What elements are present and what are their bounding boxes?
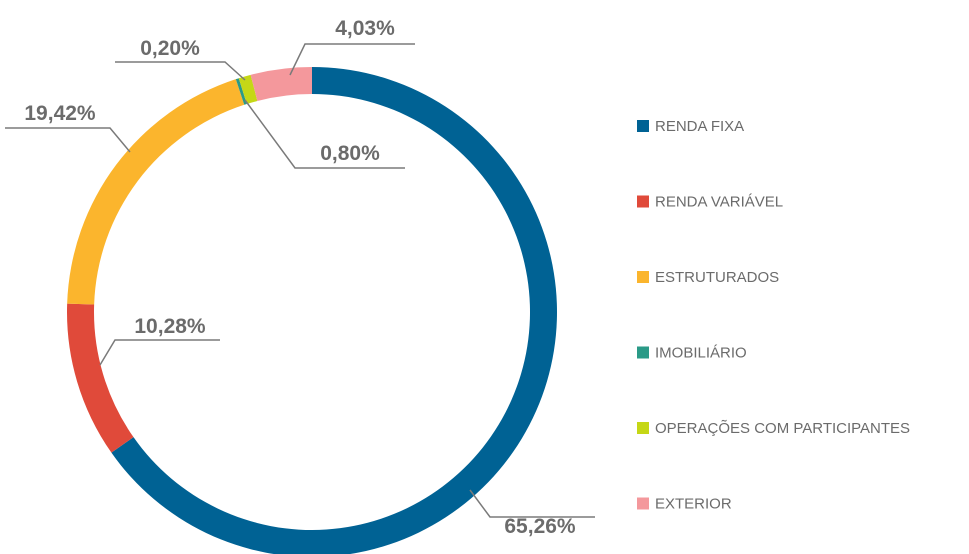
leader-line <box>5 127 131 153</box>
leader-line <box>244 99 405 169</box>
leader-line <box>469 489 595 518</box>
donut-segment <box>67 303 134 453</box>
donut-segment <box>111 67 557 554</box>
legend-swatch <box>637 497 649 510</box>
data-label: 10,28% <box>134 315 206 338</box>
leader-line <box>99 339 220 366</box>
legend-label: RENDA FIXA <box>655 118 744 135</box>
data-label: 0,80% <box>320 142 380 165</box>
legend-swatch <box>637 346 649 359</box>
donut-segment <box>238 74 258 104</box>
legend-swatch <box>637 120 649 132</box>
legend-swatch <box>637 195 649 208</box>
legend-label: RENDA VARIÁVEL <box>655 193 783 210</box>
donut-segment <box>67 79 245 305</box>
data-label: 4,03% <box>335 17 395 40</box>
legend-label: OPERAÇÕES COM PARTICIPANTES <box>655 420 910 437</box>
legend-label: ESTRUTURADOS <box>655 269 779 286</box>
donut-segment <box>235 78 247 105</box>
leader-line <box>289 43 415 76</box>
data-label: 19,42% <box>24 102 96 125</box>
legend-label: EXTERIOR <box>655 495 732 512</box>
data-label: 0,20% <box>140 37 200 60</box>
leader-line <box>115 61 246 81</box>
donut-segment <box>250 67 312 101</box>
legend-label: IMOBILIÁRIO <box>655 344 747 361</box>
legend-swatch <box>637 271 649 283</box>
legend-swatch <box>637 422 649 434</box>
data-label: 65,26% <box>504 515 576 538</box>
